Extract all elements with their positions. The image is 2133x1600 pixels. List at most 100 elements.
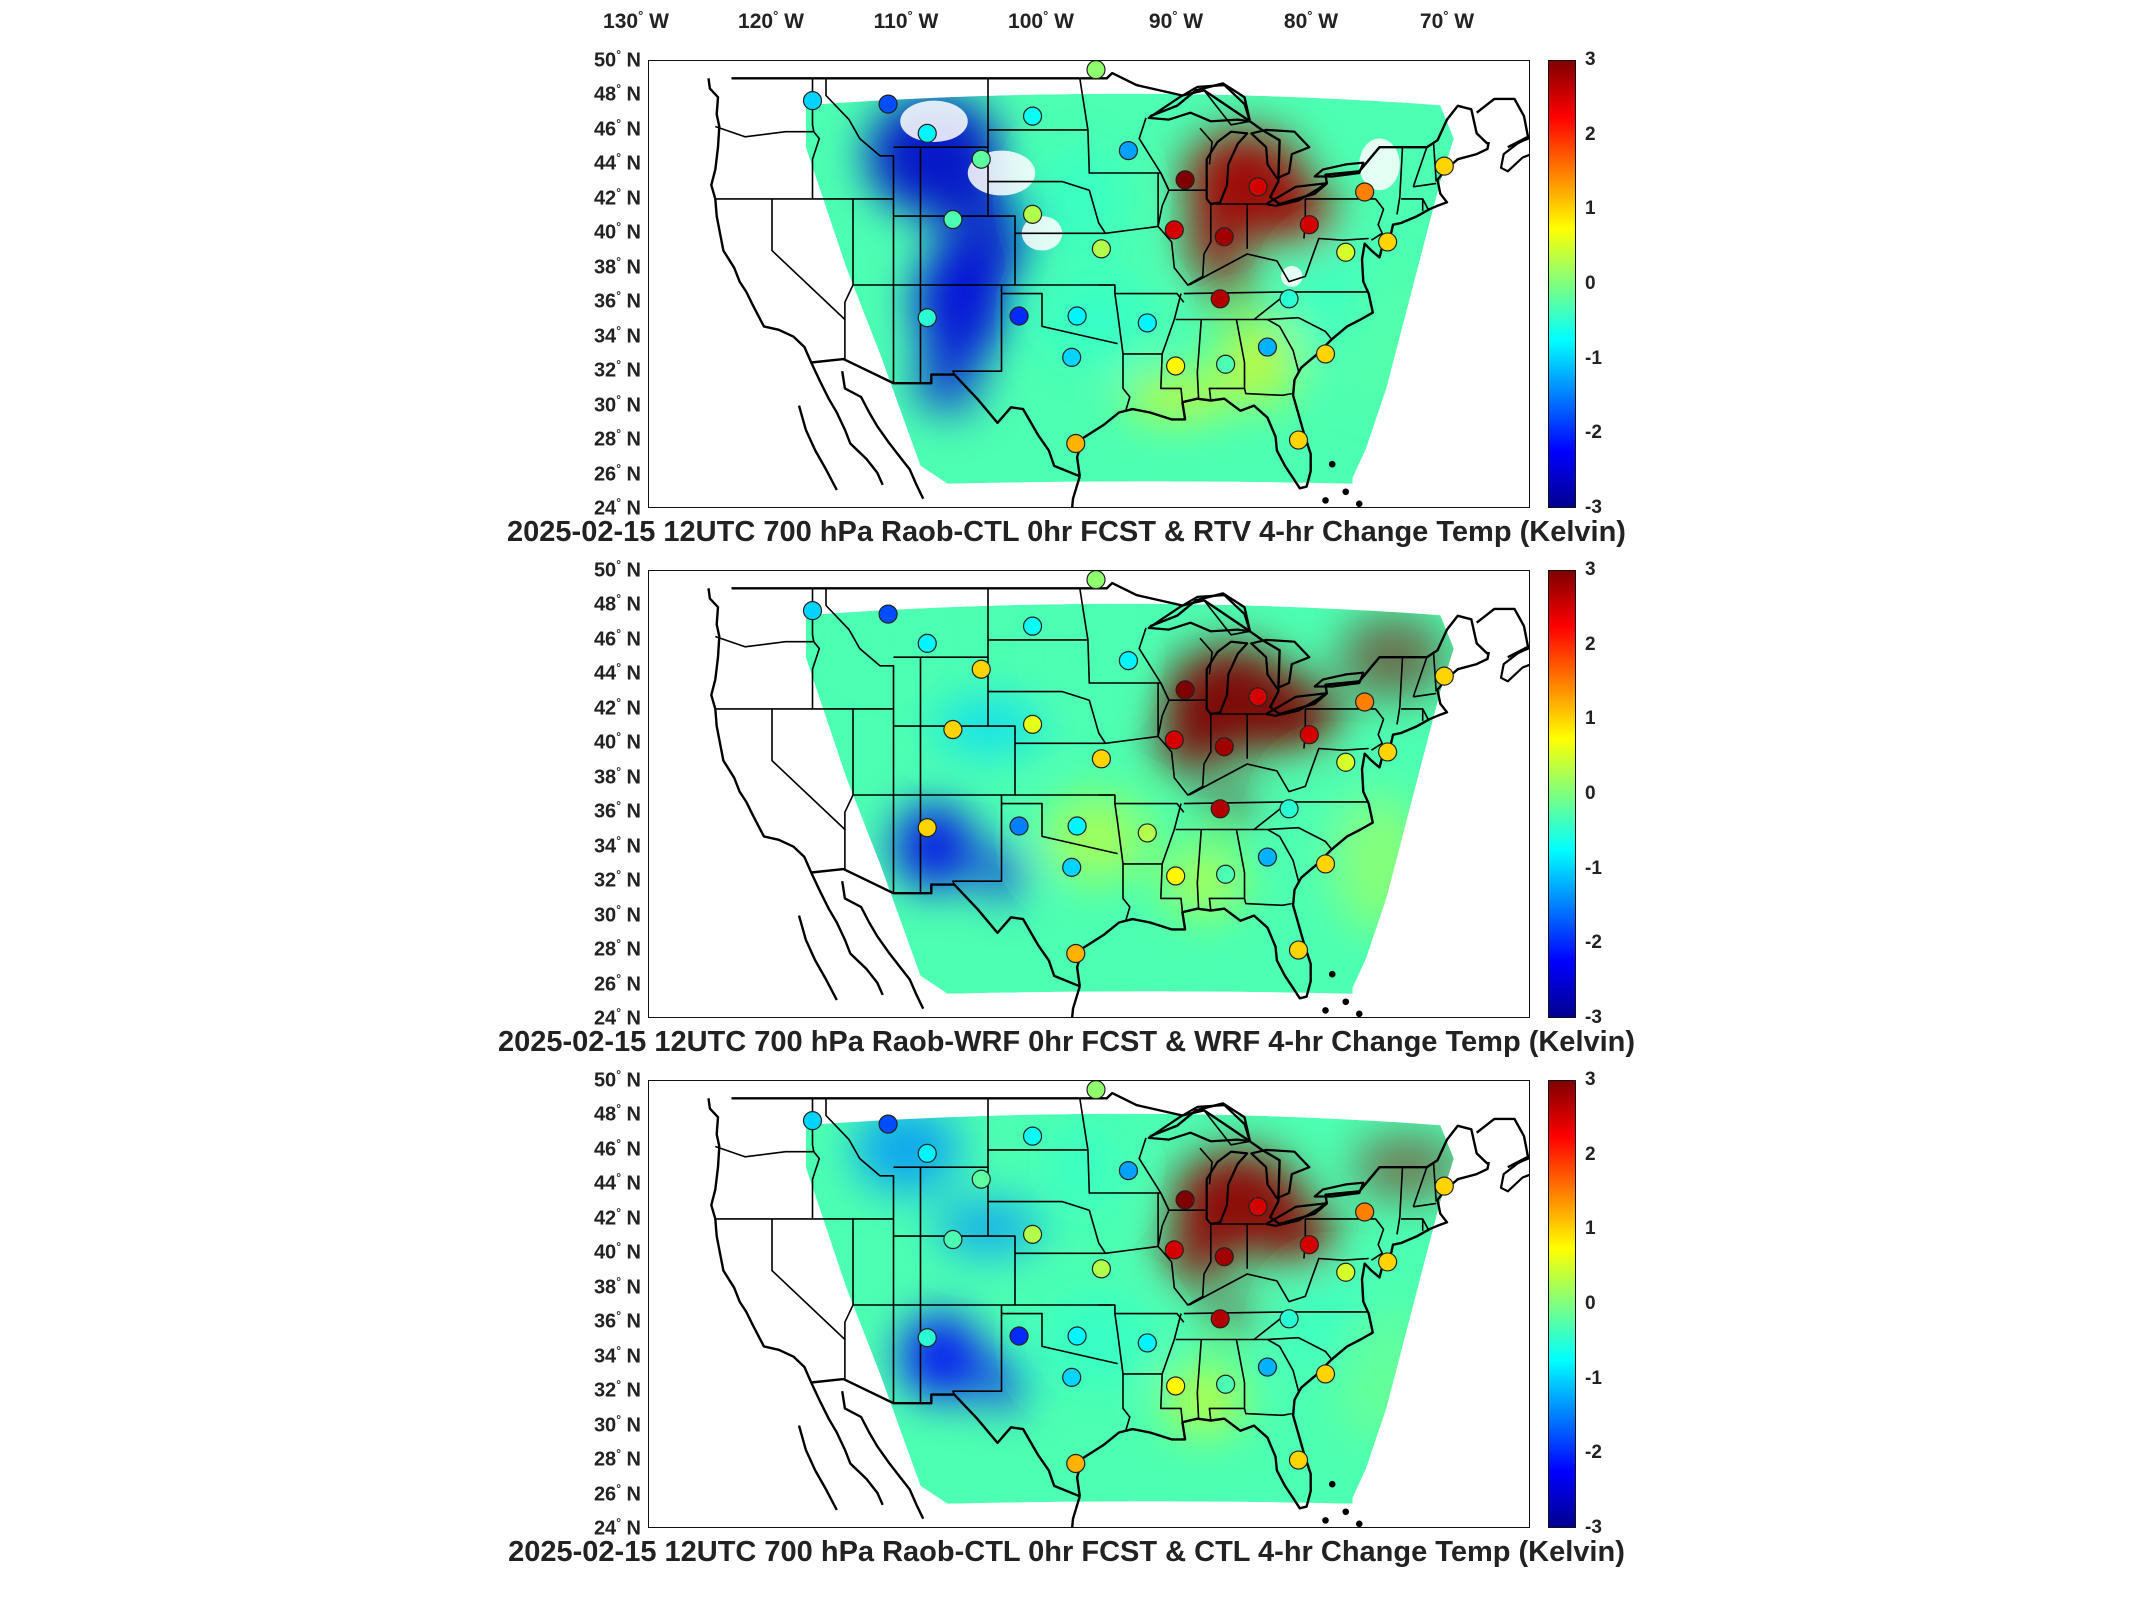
state-border <box>844 1218 854 1340</box>
coastline <box>731 71 1489 206</box>
longitude-label: 110° W <box>873 8 939 33</box>
state-border <box>1157 682 1212 796</box>
coastline <box>1071 985 1081 1017</box>
state-border <box>1123 1373 1184 1423</box>
state-border <box>1088 699 1107 744</box>
state-border <box>1188 237 1369 286</box>
station-marker <box>1175 170 1195 190</box>
station-marker <box>1086 1081 1106 1100</box>
map-panel-2: 50° N 48° N 46° N 44° N 42° N 40° N 38° N 36° N… <box>0 558 2133 1070</box>
great-lake <box>1264 182 1327 207</box>
station-marker <box>1137 823 1157 843</box>
map-svg <box>707 1081 1529 1527</box>
station-marker <box>1164 220 1184 240</box>
latitude-label: 50° N <box>593 47 641 72</box>
colorbar-tick-label: -2 <box>1585 932 1602 954</box>
state-border <box>1267 318 1300 372</box>
latitude-label: 38° N <box>593 1274 641 1299</box>
station-marker <box>1248 1197 1268 1217</box>
state-border <box>1267 1338 1300 1392</box>
state-border <box>1305 198 1385 241</box>
state-border <box>715 125 814 138</box>
island <box>1322 497 1329 504</box>
state-border <box>1088 1209 1107 1254</box>
station-marker <box>1066 943 1086 964</box>
state-border <box>1122 863 1131 922</box>
latitude-label: 34° N <box>593 833 641 858</box>
station-marker <box>917 308 937 328</box>
latitude-label: 46° N <box>593 626 641 651</box>
state-border <box>825 78 895 384</box>
colorbar-tick-label: 0 <box>1585 273 1596 294</box>
state-border <box>1203 599 1251 636</box>
longitude-axis: 130° W 120° W 110° W 100° W 90° W 80° W 70° W <box>0 0 2133 50</box>
station-marker <box>802 1111 823 1131</box>
state-border <box>893 1235 1016 1305</box>
field-anomaly-east_coast <box>1042 1296 1150 1383</box>
station-marker <box>802 601 823 621</box>
station-marker <box>1315 344 1336 364</box>
field-anomaly-southwest <box>913 345 982 415</box>
field-anomaly-great_lakes <box>1163 1222 1231 1285</box>
state-border <box>1079 1098 1161 1194</box>
station-marker <box>1377 232 1398 252</box>
state-border <box>825 1098 895 1404</box>
station-marker <box>1355 692 1375 712</box>
map-frame <box>648 570 1530 1018</box>
station-marker <box>1257 337 1278 357</box>
great-lake <box>1205 640 1249 716</box>
station-marker <box>802 91 823 111</box>
latitude-label: 30° N <box>593 1412 641 1436</box>
station-marker <box>1067 1326 1087 1346</box>
state-border <box>1305 1218 1385 1261</box>
island <box>1328 460 1336 468</box>
state-border <box>1243 388 1292 397</box>
coastline <box>707 588 884 996</box>
state-border <box>844 708 854 830</box>
station-marker <box>1434 156 1454 176</box>
raob-stations <box>802 1081 1454 1474</box>
state-border <box>1188 747 1369 796</box>
great-lake <box>1205 130 1249 206</box>
station-marker <box>1210 1309 1230 1329</box>
latitude-label: 48° N <box>593 1102 641 1126</box>
field-anomaly-southwest <box>900 1313 982 1400</box>
station-marker <box>1214 737 1234 757</box>
station-marker <box>1257 1357 1278 1377</box>
state-border <box>988 180 1090 191</box>
station-marker <box>1137 1333 1157 1353</box>
colorbar-tick-label: 1 <box>1585 198 1596 220</box>
station-marker <box>1175 680 1195 700</box>
station-marker <box>1062 1367 1082 1387</box>
latitude-label: 24° N <box>593 495 641 520</box>
missing-data-gap <box>900 100 968 143</box>
coastline <box>1071 1495 1081 1527</box>
station-marker <box>1215 1374 1236 1394</box>
state-border <box>1001 802 1118 855</box>
colorbar-tick-label: -3 <box>1585 497 1602 518</box>
station-marker <box>1118 1161 1138 1181</box>
state-border <box>771 198 846 360</box>
state-border <box>1196 829 1203 909</box>
latitude-label: 32° N <box>593 1377 641 1402</box>
great-lake <box>1313 1181 1365 1198</box>
state-border <box>1015 1245 1159 1255</box>
island <box>1342 998 1350 1006</box>
latitude-label: 34° N <box>593 1343 641 1368</box>
colorbar-tick-label: 1 <box>1585 1218 1596 1240</box>
state-border <box>952 1305 1003 1395</box>
station-marker <box>1299 1235 1319 1255</box>
latitude-label: 30° N <box>593 392 641 416</box>
station-marker <box>1434 1176 1454 1196</box>
colorbar-tick-label: -2 <box>1585 1442 1602 1464</box>
latitude-label: 32° N <box>593 357 641 382</box>
station-marker <box>943 719 963 740</box>
latitude-label: 32° N <box>593 867 641 892</box>
station-marker <box>1336 752 1356 772</box>
station-marker <box>1315 1364 1336 1384</box>
state-border <box>1157 172 1212 286</box>
state-border <box>811 1098 821 1219</box>
field-anomaly-northern_plains <box>866 95 1002 217</box>
latitude-label: 36° N <box>593 798 641 823</box>
map-panel-1: 50° N 48° N 46° N 44° N 42° N 40° N 38° N 36° N… <box>0 47 2133 560</box>
